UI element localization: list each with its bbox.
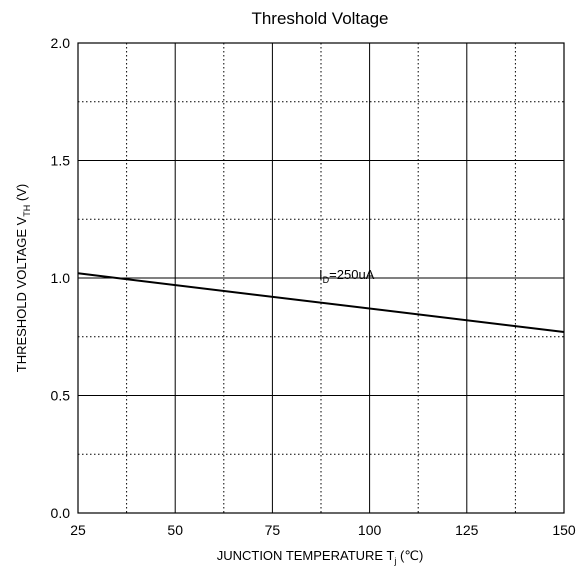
x-tick-label: 100 (358, 522, 382, 538)
x-axis-label-main: JUNCTION TEMPERATURE T (217, 548, 395, 563)
x-axis-label: JUNCTION TEMPERATURE Tj (℃) (217, 548, 424, 566)
plot-frame (77, 42, 565, 514)
y-axis-label-main: THRESHOLD VOLTAGE V (14, 216, 29, 372)
x-tick-label: 150 (552, 522, 576, 538)
annotation-rest: =250uA (329, 267, 375, 282)
y-tick-label: 1.5 (51, 153, 71, 169)
x-axis-label-sub: j (393, 556, 396, 566)
y-tick-label: 0.0 (51, 505, 71, 521)
series-line (77, 272, 565, 334)
annotation-main: I (319, 267, 323, 282)
x-tick-label: 75 (265, 522, 281, 538)
x-tick-label: 50 (167, 522, 183, 538)
tick-labels: 25 50 75 100 125 150 0.0 0.5 1.0 1.5 2.0 (51, 35, 576, 538)
chart-title: Threshold Voltage (251, 9, 388, 28)
x-tick-label: 125 (455, 522, 479, 538)
data-series (77, 272, 565, 334)
y-tick-label: 0.5 (51, 388, 71, 404)
grid (78, 43, 564, 513)
y-axis-label-sub: TH (22, 205, 32, 217)
x-tick-label: 25 (70, 522, 86, 538)
series-annotation: ID=250uA (319, 267, 375, 285)
y-axis-label-unit: (V) (14, 184, 29, 205)
y-tick-label: 1.0 (51, 270, 71, 286)
annotation-sub: D (323, 275, 330, 285)
x-axis-label-unit: (℃) (396, 548, 423, 563)
y-axis-label: THRESHOLD VOLTAGE VTH (V) (14, 184, 32, 373)
y-tick-label: 2.0 (51, 35, 71, 51)
